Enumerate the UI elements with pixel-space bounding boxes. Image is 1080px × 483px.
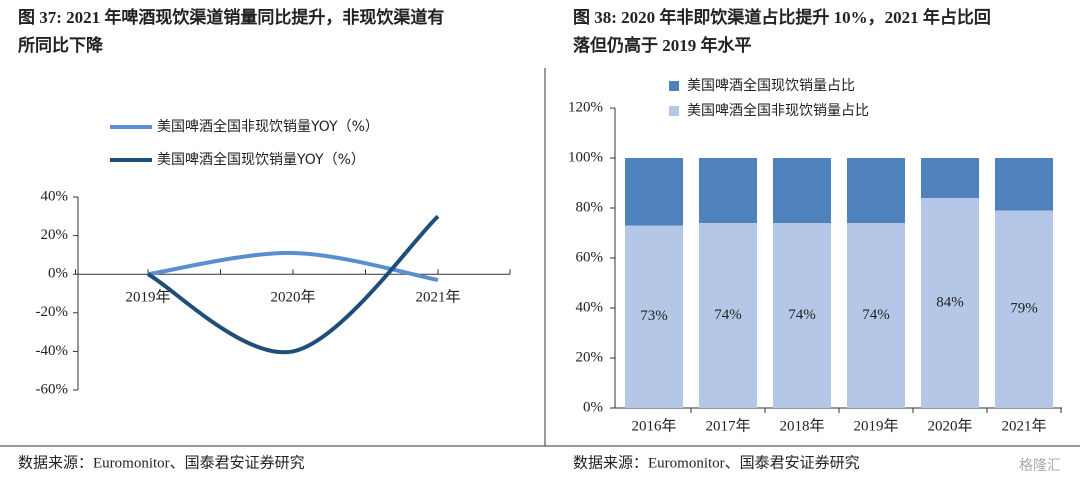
y-tick-label: 0% — [583, 399, 603, 415]
x-tick-label: 2020年 — [927, 417, 972, 434]
value-label: 74% — [788, 307, 816, 323]
bar-segment — [699, 223, 757, 408]
legend-label: 美国啤酒全国非现饮销量占比 — [687, 102, 869, 119]
y-tick-label: 40% — [576, 299, 604, 315]
bar-segment — [625, 225, 683, 408]
bar-segment — [773, 158, 831, 223]
x-tick-label: 2018年 — [779, 417, 824, 434]
chart-title: 所同比下降 — [18, 35, 104, 55]
x-tick-label: 2021年 — [415, 289, 460, 306]
bar-segment — [847, 223, 905, 408]
x-tick-label: 2019年 — [125, 289, 170, 306]
line-series — [147, 250, 439, 282]
source-note: 数据来源：Euromonitor、国泰君安证券研究 — [573, 454, 860, 471]
x-tick-label: 2021年 — [1001, 417, 1046, 434]
bar-segment — [625, 158, 683, 226]
bar-segment — [995, 210, 1053, 408]
y-tick-label: -60% — [36, 381, 69, 397]
bar-segment — [921, 158, 979, 198]
value-label: 79% — [1010, 301, 1038, 317]
chart-title: 落但仍高于 2019 年水平 — [573, 35, 752, 55]
y-tick-label: -20% — [36, 304, 69, 320]
y-tick-label: 20% — [41, 227, 69, 243]
value-label: 84% — [936, 294, 964, 310]
y-tick-label: 120% — [568, 99, 603, 115]
y-tick-label: 100% — [568, 149, 603, 165]
value-label: 74% — [714, 307, 742, 323]
bar-segment — [699, 158, 757, 223]
y-tick-label: 40% — [41, 188, 69, 204]
bar-segment — [995, 158, 1053, 211]
watermark: 格隆汇 — [1019, 458, 1061, 474]
y-tick-label: 20% — [576, 349, 604, 365]
legend-label: 美国啤酒全国现饮销量占比 — [687, 77, 855, 94]
bar-segment — [847, 158, 905, 223]
bar-segment — [921, 198, 979, 408]
x-tick-label: 2020年 — [270, 289, 315, 306]
x-tick-label: 2017年 — [705, 417, 750, 434]
y-tick-label: 80% — [576, 199, 604, 215]
value-label: 73% — [640, 308, 668, 324]
y-tick-label: 60% — [576, 249, 604, 265]
x-tick-label: 2016年 — [631, 417, 676, 434]
legend-label: 美国啤酒全国非现饮销量YOY（%） — [157, 118, 379, 135]
chart-title: 图 38: 2020 年非即饮渠道占比提升 10%，2021 年占比回 — [573, 7, 991, 27]
legend-swatch — [669, 81, 679, 91]
value-label: 74% — [862, 307, 890, 323]
legend-label: 美国啤酒全国现饮销量YOY（%） — [157, 151, 365, 168]
source-note: 数据来源：Euromonitor、国泰君安证券研究 — [18, 454, 305, 471]
line-series — [147, 214, 440, 355]
x-tick-label: 2019年 — [853, 417, 898, 434]
chart-title: 图 37: 2021 年啤酒现饮渠道销量同比提升，非现饮渠道有 — [18, 7, 444, 27]
bar-segment — [773, 223, 831, 408]
y-tick-label: 0% — [48, 266, 68, 282]
y-tick-label: -40% — [36, 343, 69, 359]
legend-swatch — [669, 106, 679, 116]
